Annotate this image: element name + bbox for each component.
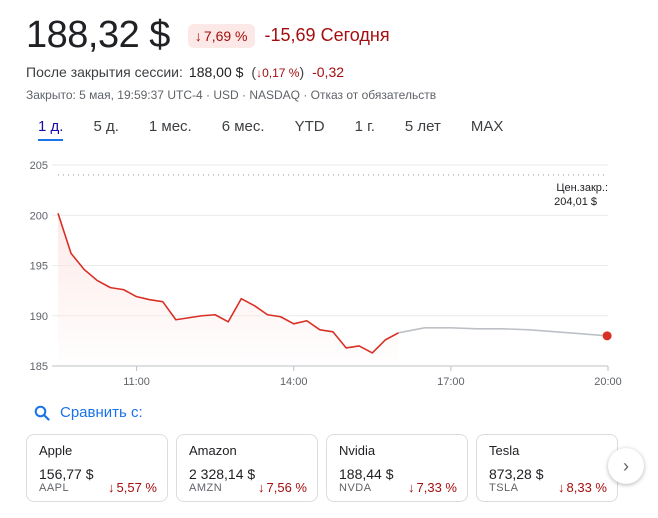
after-hours-price: 188,00 $ <box>188 64 244 80</box>
card-change-pct: 7,56 % <box>266 480 307 495</box>
current-price: 188,32 $ <box>26 14 170 56</box>
card-price: 2 328,14 $ <box>189 466 256 482</box>
after-hours-delta: -0,32 <box>312 64 345 80</box>
compare-card[interactable]: Apple 156,77 $ AAPL ↓ 5,57 % <box>26 434 168 502</box>
tab-range[interactable]: 5 лет <box>404 118 441 135</box>
card-price: 873,28 $ <box>489 466 544 482</box>
x-tick-label: 17:00 <box>437 376 465 388</box>
card-price: 156,77 $ <box>39 466 94 482</box>
compare-card[interactable]: Tesla 873,28 $ TSLA ↓ 8,33 % <box>476 434 618 502</box>
card-footer: AAPL ↓ 5,57 % <box>39 480 157 495</box>
after-hours-label: После закрытия сессии: <box>26 64 183 80</box>
after-hours-row: После закрытия сессии: 188,00 $ (↓ 0,17 %… <box>26 64 344 80</box>
tab-range[interactable]: 1 г. <box>354 118 375 135</box>
change-pct: 7,69 % <box>203 27 248 44</box>
search-icon <box>34 405 50 421</box>
price-header: 188,32 $ ↓ 7,69 % -15,69 Сегодня <box>26 14 390 57</box>
card-ticker: NVDA <box>339 481 372 494</box>
card-ticker: AMZN <box>189 481 223 494</box>
compare-button[interactable]: Сравнить с: <box>34 404 143 421</box>
card-change: ↓ 5,57 % <box>108 480 157 495</box>
tab-range[interactable]: 1 д. <box>38 118 64 141</box>
compare-label: Сравнить с: <box>60 404 143 421</box>
after-hours-pct: 0,17 % <box>262 66 300 80</box>
chevron-right-icon: › <box>623 455 629 476</box>
cards-next-button[interactable]: › <box>608 448 644 484</box>
card-change-pct: 7,33 % <box>416 480 457 495</box>
tab-range[interactable]: 6 мес. <box>221 118 265 135</box>
card-change: ↓ 7,56 % <box>258 480 307 495</box>
compare-card[interactable]: Nvidia 188,44 $ NVDA ↓ 7,33 % <box>326 434 468 502</box>
card-change-pct: 5,57 % <box>116 480 157 495</box>
change-abs-group: -15,69 Сегодня <box>265 25 390 46</box>
arrow-down-icon: ↓ <box>558 480 565 495</box>
card-change: ↓ 7,33 % <box>408 480 457 495</box>
after-hours-pct-group: (↓ 0,17 %) <box>251 64 305 80</box>
x-tick-label: 14:00 <box>280 376 308 388</box>
tab-range[interactable]: 5 д. <box>93 118 119 135</box>
card-price: 188,44 $ <box>339 466 394 482</box>
arrow-down-icon: ↓ <box>194 27 202 44</box>
card-change: ↓ 8,33 % <box>558 480 607 495</box>
period-label: Сегодня <box>320 25 390 45</box>
tab-range[interactable]: MAX <box>470 118 504 135</box>
arrow-down-icon: ↓ <box>258 480 265 495</box>
prev-close-value: 204,01 $ <box>554 196 597 208</box>
y-tick-label: 185 <box>30 361 48 373</box>
x-tick-label: 11:00 <box>123 376 150 388</box>
price-chart: 205 200 195 190 185 11:00 14:00 17:00 20:00 Цен… <box>30 160 622 388</box>
change-abs: -15,69 <box>264 25 316 45</box>
card-company-name: Amazon <box>189 443 237 458</box>
tab-range[interactable]: 1 мес. <box>148 118 192 135</box>
arrow-down-icon: ↓ <box>256 66 263 80</box>
x-tick-label: 20:00 <box>594 376 622 388</box>
card-ticker: AAPL <box>39 481 70 494</box>
prev-close-label: Цен.закр.: <box>556 182 608 194</box>
quote-meta: Закрыто: 5 мая, 19:59:37 UTC-4 · USD · N… <box>26 88 437 102</box>
card-footer: TSLA ↓ 8,33 % <box>489 480 607 495</box>
compare-card[interactable]: Amazon 2 328,14 $ AMZN ↓ 7,56 % <box>176 434 318 502</box>
change-pct-badge: ↓ 7,69 % <box>187 23 255 48</box>
card-change-pct: 8,33 % <box>566 480 607 495</box>
arrow-down-icon: ↓ <box>108 480 115 495</box>
card-company-name: Tesla <box>489 443 520 458</box>
card-company-name: Apple <box>39 443 73 458</box>
compare-cards: Apple 156,77 $ AAPL ↓ 5,57 % Amazon 2 328,14 $… <box>26 434 618 502</box>
arrow-down-icon: ↓ <box>408 480 415 495</box>
card-company-name: Nvidia <box>339 443 376 458</box>
regular-session-line <box>57 212 399 354</box>
card-ticker: TSLA <box>489 481 519 494</box>
range-tabs: 1 д. 5 д. 1 мес. 6 мес. YTD 1 г. 5 лет MAX <box>38 118 533 141</box>
y-tick-label: 200 <box>30 210 48 222</box>
y-tick-label: 195 <box>30 261 48 273</box>
card-footer: NVDA ↓ 7,33 % <box>339 480 457 495</box>
last-price-dot <box>602 331 612 341</box>
after-hours-line <box>398 327 608 337</box>
y-tick-label: 205 <box>30 160 48 172</box>
card-footer: AMZN ↓ 7,56 % <box>189 480 307 495</box>
tab-range[interactable]: YTD <box>294 118 325 135</box>
regular-session-area <box>58 213 399 366</box>
y-tick-label: 190 <box>30 311 48 323</box>
